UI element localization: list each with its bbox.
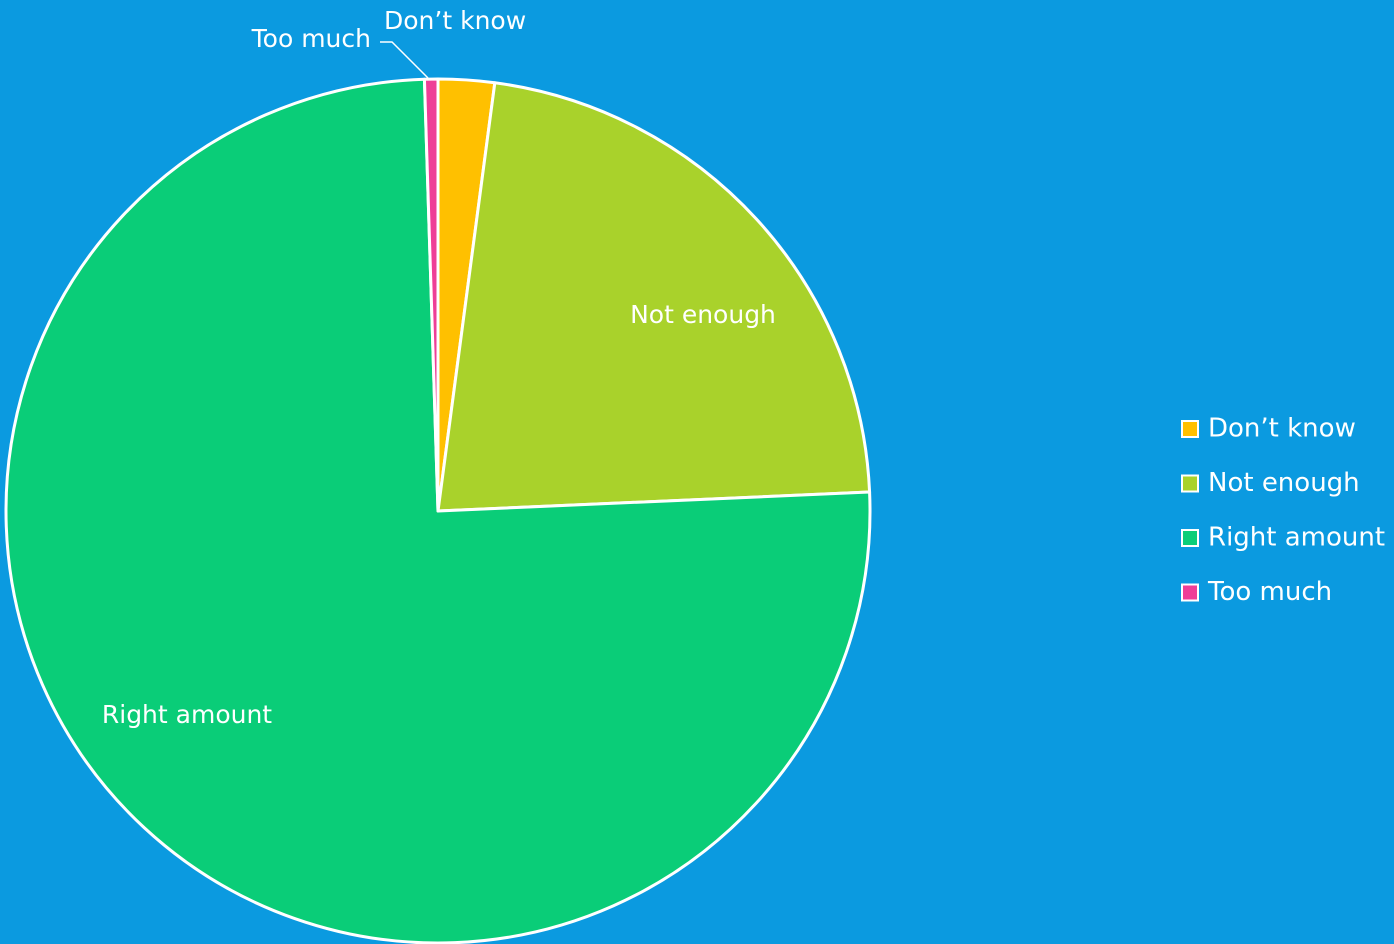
pie-slices [4, 77, 872, 944]
legend-item-not-enough: Not enough [1181, 468, 1360, 498]
legend-label-not-enough: Not enough [1208, 468, 1360, 498]
legend-label-right-amount: Right amount [1208, 523, 1385, 553]
legend-item-right-amount: Right amount [1181, 523, 1385, 553]
legend-swatch-not-enough [1181, 474, 1199, 493]
pie-slice-not-enough [436, 81, 872, 513]
legend-label-don-t-know: Don’t know [1208, 414, 1356, 444]
pie-slice-too-much [422, 77, 440, 513]
legend-item-too-much: Too much [1181, 577, 1332, 607]
legend-label-too-much: Too much [1207, 577, 1332, 607]
legend-swatch-don-t-know [1181, 420, 1199, 438]
legend-item-don-t-know: Don’t know [1181, 414, 1356, 444]
legend-swatch-too-much [1181, 583, 1199, 602]
legend-swatch-right-amount [1181, 529, 1199, 547]
slice-label-don-t-know: Don’t know [384, 6, 526, 35]
slice-label-not-enough: Not enough [630, 300, 776, 329]
legend: Don’t know Not enough Right amount Too much [1181, 414, 1385, 607]
label-leader-line [380, 41, 429, 79]
pie-labels: Don’t know Not enough Right amount Too much [102, 6, 776, 729]
slice-label-too-much: Too much [251, 24, 371, 53]
slice-label-right-amount: Right amount [102, 700, 272, 729]
